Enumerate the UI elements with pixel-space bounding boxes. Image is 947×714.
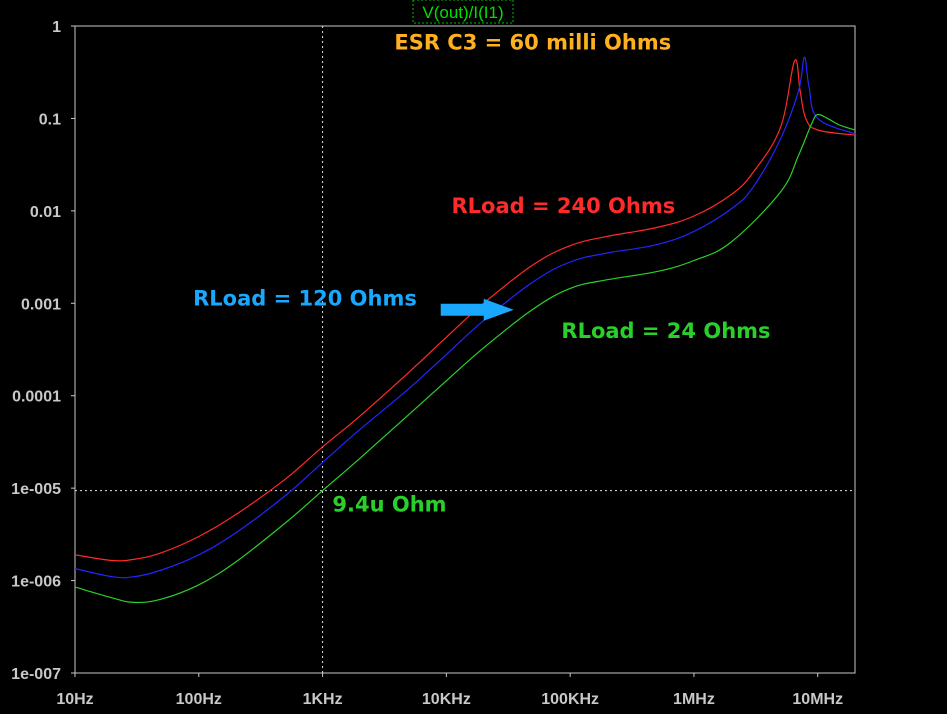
x-tick-label: 10KHz xyxy=(422,691,471,708)
y-tick-label: 1 xyxy=(52,19,61,36)
annotation-label: 9.4u Ohm xyxy=(332,492,446,516)
trace-2 xyxy=(74,113,856,604)
y-tick-label: 0.01 xyxy=(30,204,61,221)
plot-frame xyxy=(74,25,856,674)
annotation-label: RLoad = 240 Ohms xyxy=(451,194,675,218)
x-tick-label: 10Hz xyxy=(56,691,93,708)
y-tick-label: 0.001 xyxy=(21,296,61,313)
y-tick-label: 1e-007 xyxy=(11,666,61,683)
y-tick-label: 1e-006 xyxy=(11,574,61,591)
traces xyxy=(74,56,856,604)
x-tick-label: 1MHz xyxy=(673,691,715,708)
cursor-lines xyxy=(75,26,855,673)
x-axis: 10Hz 100Hz 1KHz 10KHz 100KHz 1MHz 10MHz xyxy=(56,673,843,708)
trace-title: V(out)/I(I1) xyxy=(422,3,503,22)
trace-0 xyxy=(74,59,856,562)
annotation-arrow xyxy=(440,298,514,321)
x-tick-label: 10MHz xyxy=(792,691,843,708)
x-tick-label: 100Hz xyxy=(176,691,222,708)
y-axis: 1 0.1 0.01 0.001 0.0001 1e-005 1e-006 1e-007 xyxy=(11,19,75,683)
annotations: ESR C3 = 60 milli Ohms RLoad = 240 Ohms RL… xyxy=(193,30,770,516)
trace-1 xyxy=(74,56,856,579)
x-tick-label: 1KHz xyxy=(303,691,343,708)
y-tick-label: 1e-005 xyxy=(11,481,61,498)
trace-title-box xyxy=(412,0,514,24)
x-tick-label: 100KHz xyxy=(541,691,599,708)
annotation-label: ESR C3 = 60 milli Ohms xyxy=(394,30,671,54)
y-tick-label: 0.1 xyxy=(39,111,61,128)
annotation-label: RLoad = 24 Ohms xyxy=(561,319,770,343)
y-tick-label: 0.0001 xyxy=(12,389,61,406)
annotation-label: RLoad = 120 Ohms xyxy=(193,286,417,310)
